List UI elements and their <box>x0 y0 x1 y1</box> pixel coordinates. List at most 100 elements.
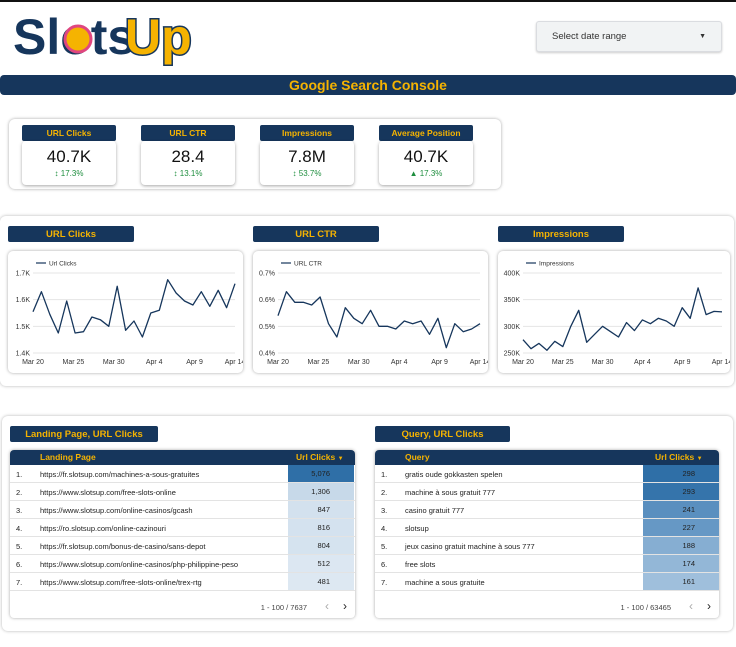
table-row[interactable]: 7. machine a sous gratuite 161 <box>375 573 719 591</box>
column-header-label: Url Clicks <box>296 452 336 462</box>
series-line[interactable] <box>32 279 236 338</box>
line-chart-url-clicks[interactable]: Url Clicks 1.7K 1.6K 1.5K 1.4K Mar 20 Mar 25 Ma… <box>8 251 243 373</box>
table-row[interactable]: 3. https://www.slotsup.com/online-casinos… <box>10 501 355 519</box>
series-line[interactable] <box>522 287 723 351</box>
table-row[interactable]: 5. https://fr.slotsup.com/bonus-de-casino… <box>10 537 355 555</box>
scorecard-value: 28.4 <box>171 147 205 166</box>
x-tick-label: Mar 20 <box>512 359 534 366</box>
y-tick-label: 0.4% <box>259 351 275 358</box>
row-label: https://fr.slotsup.com/machines-a-sous-g… <box>40 470 200 479</box>
column-header-query[interactable]: Query <box>405 452 430 462</box>
next-page-icon[interactable]: › <box>343 599 347 613</box>
pagination-range: 1 - 100 / 7637 <box>260 603 307 612</box>
line-chart-url-ctr[interactable]: URL CTR 0.7% 0.6% 0.5% 0.4% Mar 20 Mar 25 Mar 3… <box>253 251 488 373</box>
chart-title-url-clicks: URL Clicks <box>8 226 134 242</box>
row-label: gratis oude gokkasten spelen <box>405 470 503 479</box>
y-tick-label: 300K <box>504 324 521 331</box>
table-row[interactable]: 4. slotsup 227 <box>375 519 719 537</box>
y-tick-label: 0.7% <box>259 271 275 278</box>
y-tick-label: 350K <box>504 297 521 304</box>
scorecard-label: URL CTR <box>141 125 235 141</box>
scorecard-value: 40.7K <box>46 147 92 166</box>
scorecard-delta: ▲ 17.3% <box>409 169 443 178</box>
table-row[interactable]: 3. casino gratuit 777 241 <box>375 501 719 519</box>
page-title-banner: Google Search Console <box>0 75 736 95</box>
column-header-url-clicks[interactable]: Url Clicks ▼ <box>296 452 344 462</box>
scorecards-panel: URL Clicks 40.7K ↕ 17.3% URL CTR 28.4 ↕ 13… <box>9 119 501 189</box>
row-value: 298 <box>643 465 719 482</box>
line-chart-impressions[interactable]: Impressions 400K 350K 300K 250K Mar 20 Mar 25 M… <box>498 251 730 373</box>
scorecard-impressions[interactable]: Impressions 7.8M ↕ 53.7% <box>260 125 354 185</box>
table-row[interactable]: 6. https://www.slotsup.com/online-casinos… <box>10 555 355 573</box>
query-table[interactable]: Query Url Clicks ▼ 1. gratis oude gokkast… <box>375 450 719 618</box>
prev-page-icon[interactable]: ‹ <box>325 599 329 613</box>
x-tick-label: Apr 4 <box>391 359 408 366</box>
row-index: 6. <box>16 560 23 569</box>
row-index: 2. <box>381 488 388 497</box>
scorecard-value: 40.7K <box>403 147 449 166</box>
row-index: 5. <box>16 542 23 551</box>
chart-svg: URL CTR 0.7% 0.6% 0.5% 0.4%Mar 20 Mar 25 Mar 3… <box>259 261 488 367</box>
row-value: 161 <box>643 573 719 590</box>
landing-page-table[interactable]: Landing Page Url Clicks ▼ 1. https://fr.s… <box>10 450 355 618</box>
scorecard-delta: ↕ 13.1% <box>173 169 203 178</box>
row-label: slotsup <box>405 524 429 533</box>
table-row[interactable]: 1. gratis oude gokkasten spelen 298 <box>375 465 719 483</box>
row-label: machine à sous gratuit 777 <box>405 488 496 497</box>
table-row[interactable]: 5. jeux casino gratuit machine à sous 777… <box>375 537 719 555</box>
scorecard-url-clicks[interactable]: URL Clicks 40.7K ↕ 17.3% <box>22 125 116 185</box>
row-index: 7. <box>381 578 388 587</box>
row-index: 2. <box>16 488 23 497</box>
x-tick-label: Mar 20 <box>267 359 289 366</box>
table-row[interactable]: 7. https://www.slotsup.com/free-slots-onl… <box>10 573 355 591</box>
next-page-icon[interactable]: › <box>707 599 711 613</box>
top-border <box>0 0 736 2</box>
column-header-url-clicks[interactable]: Url Clicks ▼ <box>655 452 703 462</box>
row-index: 6. <box>381 560 388 569</box>
row-value: 804 <box>288 537 354 554</box>
x-tick-label: Mar 25 <box>308 359 330 366</box>
x-tick-label: Apr 9 <box>431 359 448 366</box>
scorecard-label: Average Position <box>379 125 473 141</box>
row-label: machine a sous gratuite <box>405 578 485 587</box>
scorecard-delta: ↕ 17.3% <box>54 169 84 178</box>
row-label: free slots <box>405 560 436 569</box>
table-title-query: Query, URL Clicks <box>375 426 510 442</box>
scorecard-average-position[interactable]: Average Position 40.7K ▲ 17.3% <box>379 125 473 185</box>
row-label: https://www.slotsup.com/online-casinos/g… <box>40 506 193 515</box>
row-label: jeux casino gratuit machine à sous 777 <box>405 542 535 551</box>
table-header: Landing Page Url Clicks ▼ <box>10 450 355 465</box>
table-row[interactable]: 2. https://www.slotsup.com/free-slots-onl… <box>10 483 355 501</box>
row-value: 1,306 <box>288 483 354 500</box>
x-tick-label: Apr 4 <box>146 359 163 366</box>
legend-label: Impressions <box>539 261 575 268</box>
table-row[interactable]: 6. free slots 174 <box>375 555 719 573</box>
date-range-select[interactable]: Select date range ▼ <box>536 21 722 52</box>
x-tick-label: Mar 20 <box>22 359 44 366</box>
y-tick-label: 1.6K <box>16 297 31 304</box>
table-row[interactable]: 2. machine à sous gratuit 777 293 <box>375 483 719 501</box>
row-index: 1. <box>16 470 23 479</box>
scorecard-url-ctr[interactable]: URL CTR 28.4 ↕ 13.1% <box>141 125 235 185</box>
series-line[interactable] <box>277 291 481 349</box>
table-row[interactable]: 4. https://ro.slotsup.com/online-cazinour… <box>10 519 355 537</box>
row-value: 293 <box>643 483 719 500</box>
x-tick-label: Apr 14 <box>225 359 243 366</box>
row-index: 4. <box>16 524 23 533</box>
table-pagination: 1 - 100 / 63465 ‹ › <box>375 596 719 618</box>
x-tick-label: Mar 30 <box>103 359 125 366</box>
column-header-landing-page[interactable]: Landing Page <box>40 452 96 462</box>
row-value: 241 <box>643 501 719 518</box>
table-row[interactable]: 1. https://fr.slotsup.com/machines-a-sous… <box>10 465 355 483</box>
charts-panel: URL Clicks URL CTR Impressions Url Click… <box>0 216 734 386</box>
row-value: 227 <box>643 519 719 536</box>
row-value: 5,076 <box>288 465 354 482</box>
slotsup-logo[interactable]: Slots Up <box>10 6 205 67</box>
row-index: 1. <box>381 470 388 479</box>
x-tick-label: Apr 4 <box>634 359 651 366</box>
x-tick-label: Apr 9 <box>186 359 203 366</box>
chart-title-url-ctr: URL CTR <box>253 226 379 242</box>
prev-page-icon[interactable]: ‹ <box>689 599 693 613</box>
logo-graphic: Slots Up <box>12 8 194 67</box>
y-tick-label: 0.5% <box>259 324 275 331</box>
